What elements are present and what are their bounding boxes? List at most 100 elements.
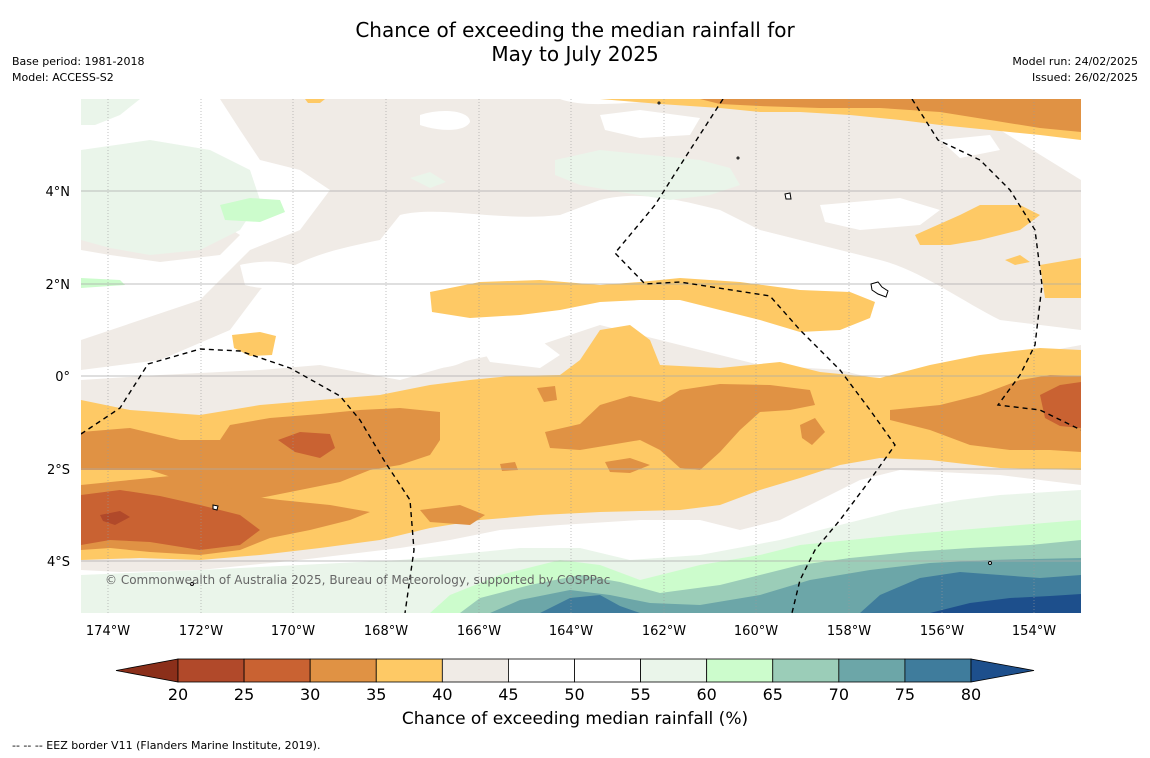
colorbar-tick-label: 25 (234, 685, 254, 704)
colorbar-tick-label: 80 (961, 685, 981, 704)
lon-label: 154°W (1012, 624, 1056, 639)
region-75-80-south (540, 572, 1081, 613)
region-30-35-small-5 (420, 505, 485, 525)
colorbar: 20 25 30 35 40 45 50 55 60 65 70 75 80 (115, 658, 1035, 704)
colorbar-segment (640, 658, 708, 683)
colorbar-extend-low (115, 658, 179, 683)
island-dot (657, 101, 661, 105)
region-35-40-west-patch (232, 332, 276, 356)
lon-label: 156°W (920, 624, 964, 639)
title-line-1: Chance of exceeding the median rainfall … (355, 18, 795, 42)
colorbar-tick-label: 60 (696, 685, 716, 704)
lon-label: 164°W (549, 624, 593, 639)
region-50-55-hole-3 (240, 261, 310, 289)
lon-label: 158°W (827, 624, 871, 639)
region-50-55-hole-7 (940, 135, 1000, 158)
region-55-60-north-center (555, 150, 740, 200)
colorbar-tick-label: 65 (763, 685, 783, 704)
parallels (81, 190, 1081, 562)
colorbar-segment (904, 658, 972, 683)
region-80-plus-south (930, 594, 1081, 613)
eez-borders (81, 99, 1081, 613)
region-30-35-east (890, 375, 1081, 452)
colorbar-tick-label: 35 (366, 685, 386, 704)
region-55-60-small (410, 172, 446, 188)
region-25-30-west (278, 432, 335, 458)
region-50-55-hole-2 (600, 110, 700, 138)
lon-label: 172°W (179, 624, 223, 639)
region-30-35-top (700, 99, 1081, 132)
base-period: Base period: 1981-2018 (12, 55, 145, 68)
model-run: Model run: 24/02/2025 (1012, 55, 1138, 68)
colorbar-tick-label: 45 (498, 685, 518, 704)
colorbar-tick-label: 20 (168, 685, 188, 704)
island-dot (190, 582, 194, 586)
region-20-25-sw (100, 511, 130, 525)
eez-border-central (614, 99, 896, 613)
region-25-30-east (1040, 382, 1081, 428)
colorbar-segment (441, 658, 509, 683)
region-35-40-band-north (430, 278, 875, 332)
issued-date: Issued: 26/02/2025 (1031, 71, 1138, 84)
colorbar-tick-label: 75 (895, 685, 915, 704)
region-55-60-nw2 (81, 99, 140, 125)
colorbar-tick-label: 40 (432, 685, 452, 704)
lon-label: 174°W (86, 624, 130, 639)
map-title: Chance of exceeding the median rainfall … (0, 18, 1150, 66)
region-30-35-west-band (81, 408, 440, 498)
map-panel: © Commonwealth of Australia 2025, Bureau… (81, 99, 1081, 613)
colorbar-segment (574, 658, 641, 683)
colorbar-segment (309, 658, 377, 683)
colorbar-segment (243, 658, 311, 683)
metadata-left: Base period: 1981-2018 Model: ACCESS-S2 (12, 54, 144, 86)
colorbar-segment (508, 658, 575, 683)
lat-label: 4°N (46, 185, 71, 200)
lon-labels: 174°W 172°W 170°W 168°W 166°W 164°W 162°… (86, 624, 1056, 639)
colorbar-extend-high (970, 658, 1035, 683)
region-35-40-small-east (1005, 255, 1030, 265)
region-30-35-small-4 (800, 418, 825, 445)
title-line-2: May to July 2025 (491, 42, 659, 66)
island-sw (212, 504, 219, 511)
island-small-north (784, 192, 792, 200)
colorbar-segment (838, 658, 906, 683)
region-50-55-hole-4 (320, 329, 471, 368)
colorbar-segment (706, 658, 774, 683)
lon-label: 160°W (734, 624, 778, 639)
lon-label: 170°W (271, 624, 315, 639)
region-35-40-east-edge (1040, 258, 1081, 298)
region-60-65-west-edge (81, 278, 125, 288)
lon-label: 168°W (364, 624, 408, 639)
lon-label: 166°W (457, 624, 501, 639)
island-jarvis (870, 281, 889, 298)
colorbar-segment (375, 658, 443, 683)
lat-label: 4°S (47, 555, 70, 570)
region-30-35-central (545, 384, 815, 470)
colorbar-tick-label: 30 (300, 685, 320, 704)
region-30-35-small-1 (537, 386, 557, 402)
colorbar-tick-label: 50 (564, 685, 584, 704)
region-45-50-north (81, 99, 1081, 370)
region-60-65-nw-patch (220, 198, 285, 222)
colorbar-tick-label: 70 (829, 685, 849, 704)
model-name: Model: ACCESS-S2 (12, 71, 114, 84)
region-50-55-hole-8 (820, 198, 940, 230)
lon-label: 162°W (642, 624, 686, 639)
copyright-notice: © Commonwealth of Australia 2025, Bureau… (105, 573, 610, 587)
lat-label: 2°S (47, 463, 70, 478)
lat-labels: 4°N 2°N 0° 2°S 4°S (46, 185, 71, 570)
region-55-60-nw (81, 140, 260, 255)
colorbar-tick-label: 55 (630, 685, 650, 704)
island-dot (988, 561, 992, 565)
region-35-40-top-west (305, 99, 325, 103)
lat-label: 0° (55, 370, 70, 385)
eez-border-west (81, 348, 415, 613)
colorbar-segment (177, 658, 245, 683)
lat-label: 2°N (46, 278, 71, 293)
colorbar-segment (772, 658, 840, 683)
region-25-30-sw (81, 490, 260, 550)
colorbar-label: Chance of exceeding median rainfall (%) (401, 709, 749, 729)
region-50-55-hole-1 (420, 110, 470, 130)
region-35-40-ne-patch (915, 205, 1040, 245)
